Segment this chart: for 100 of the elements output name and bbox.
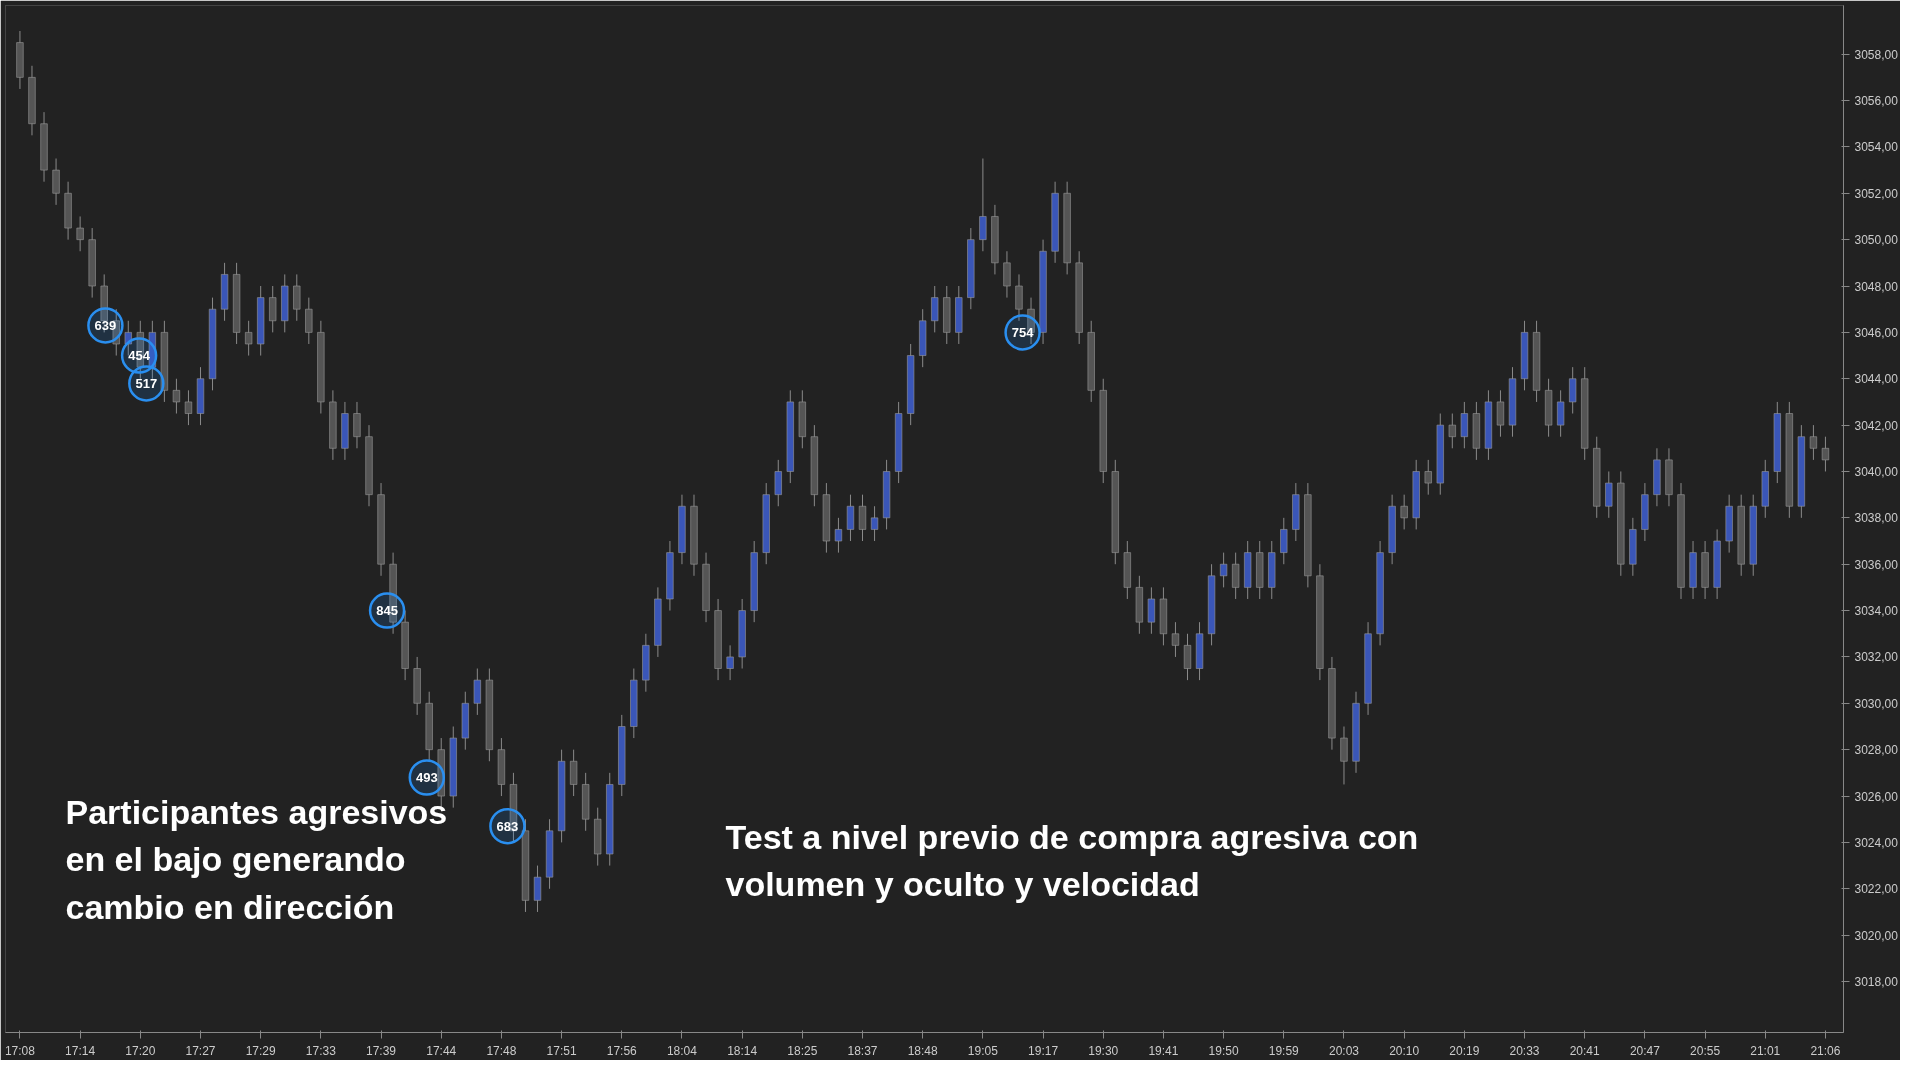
x-tick-label: 19:30 (1088, 1043, 1119, 1058)
candlestick (184, 389, 193, 426)
x-tick-label: 17:48 (486, 1043, 517, 1058)
y-tick-label: 3048,00 (1854, 279, 1899, 294)
annotation: 754 (1011, 324, 1035, 340)
x-tick-label: 20:03 (1328, 1043, 1360, 1058)
candlestick (533, 865, 542, 913)
candlestick (1460, 401, 1468, 449)
candlestick (726, 644, 734, 681)
y-tick-label: 3046,00 (1854, 325, 1899, 340)
y-tick-label: 3050,00 (1854, 233, 1899, 248)
candlestick (834, 517, 843, 554)
x-tick-label: 17:14 (65, 1043, 96, 1058)
candlestick (774, 459, 782, 507)
y-tick-label: 3058,00 (1854, 47, 1899, 62)
y-tick-label: 3038,00 (1854, 511, 1899, 526)
candlestick (846, 494, 855, 542)
candlestick (570, 749, 578, 797)
y-tick-label: 3040,00 (1854, 464, 1899, 479)
y-tick-label: 3022,00 (1854, 882, 1899, 897)
candlestick (1448, 413, 1456, 449)
x-tick-label: 19:05 (967, 1043, 999, 1058)
candlestick (1605, 470, 1613, 519)
candlestick (293, 273, 301, 322)
candlestick (353, 401, 361, 449)
x-tick-label: 17:27 (185, 1043, 216, 1058)
x-tick-label: 20:19 (1449, 1043, 1480, 1058)
x-tick-label: 21:01 (1750, 1043, 1781, 1058)
candlestick (870, 505, 879, 542)
y-tick-label: 3026,00 (1854, 789, 1899, 804)
x-tick-label: 17:33 (305, 1043, 337, 1058)
x-tick-label: 20:55 (1690, 1043, 1721, 1058)
y-tick-label: 3032,00 (1854, 650, 1899, 665)
candlestick (52, 158, 60, 206)
candlestick (1569, 366, 1577, 415)
candlestick (858, 494, 867, 542)
candlestick (1015, 273, 1023, 322)
x-tick-label: 18:37 (847, 1043, 878, 1058)
candlestick (1003, 250, 1011, 299)
y-tick-label: 3042,00 (1854, 418, 1899, 433)
candlestick (245, 320, 253, 357)
annotation: 683 (496, 818, 519, 834)
candlestick (1424, 459, 1432, 496)
annotation: Test a nivel previo de compra agresiva con volumen y oculto y velocidad (725, 817, 1419, 903)
annotation: 517 (135, 375, 158, 391)
x-tick-label: 19:17 (1028, 1043, 1059, 1058)
x-tick-label: 18:25 (787, 1043, 818, 1058)
x-tick-label: 17:44 (426, 1043, 457, 1058)
y-tick-label: 3018,00 (1854, 975, 1899, 989)
y-tick-label: 3052,00 (1854, 186, 1899, 201)
candlestick (931, 285, 939, 333)
x-tick-label: 17:56 (606, 1043, 638, 1058)
candlestick (1220, 552, 1228, 588)
candlestick (1280, 517, 1288, 565)
x-tick-label: 21:06 (1810, 1043, 1841, 1058)
annotation: 845 (376, 603, 398, 619)
x-tick-label: 20:33 (1509, 1043, 1540, 1058)
x-tick-label: 18:14 (727, 1043, 758, 1058)
candlestick (1183, 633, 1192, 681)
x-tick-label: 20:47 (1629, 1043, 1661, 1058)
candlestick (305, 297, 313, 345)
candlestick (1232, 552, 1240, 600)
x-tick-label: 17:51 (546, 1043, 577, 1058)
y-tick-label: 3034,00 (1854, 604, 1899, 619)
candlestick (473, 668, 481, 716)
x-tick-label: 20:10 (1389, 1043, 1420, 1058)
y-tick-label: 3028,00 (1854, 743, 1899, 758)
y-tick-label: 3054,00 (1854, 140, 1899, 155)
candlestick (1557, 389, 1565, 438)
candlestick (1147, 586, 1155, 635)
candlestick (1821, 436, 1830, 472)
y-tick-label: 3036,00 (1854, 557, 1899, 572)
y-tick-label: 3044,00 (1854, 372, 1899, 387)
x-tick-label: 19:59 (1268, 1043, 1300, 1058)
annotation: 639 (94, 317, 117, 333)
candlestick (979, 158, 987, 252)
candlestick (1400, 494, 1408, 530)
annotation: Participantes agresivos en el bajo generando cambio en dirección (65, 792, 448, 926)
annotation: 454 (128, 348, 151, 364)
candlestick (76, 215, 84, 252)
x-tick-label: 18:04 (666, 1043, 698, 1058)
x-tick-label: 17:20 (125, 1043, 156, 1058)
y-tick-label: 3030,00 (1854, 696, 1899, 711)
x-tick-label: 17:29 (245, 1043, 277, 1058)
candlestick (269, 285, 277, 333)
y-tick-label: 3020,00 (1854, 928, 1899, 943)
y-tick-label: 3056,00 (1854, 94, 1899, 109)
x-tick-label: 17:08 (4, 1043, 36, 1058)
x-tick-label: 18:48 (907, 1043, 939, 1058)
x-tick-label: 17:39 (366, 1043, 397, 1058)
x-tick-label: 19:50 (1208, 1043, 1239, 1058)
candlestick (1171, 621, 1180, 658)
candlestick (172, 378, 181, 415)
x-tick-label: 20:41 (1569, 1043, 1601, 1058)
x-tick-label: 19:41 (1148, 1043, 1179, 1058)
annotation: 493 (415, 769, 438, 785)
y-tick-label: 3024,00 (1854, 835, 1899, 850)
candlestick (1340, 725, 1348, 785)
candlestick (1809, 424, 1818, 461)
candlestick (1496, 389, 1505, 438)
